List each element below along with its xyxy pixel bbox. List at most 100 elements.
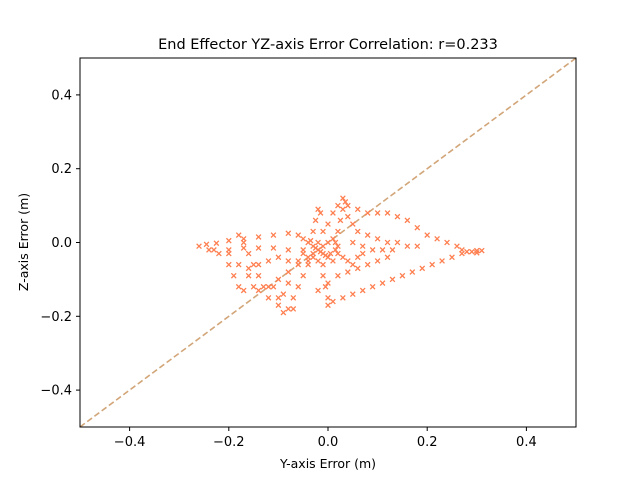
scatter-point	[340, 206, 346, 213]
scatter-point	[295, 283, 302, 290]
scatter-point	[354, 254, 361, 261]
scatter-point	[320, 272, 326, 279]
scatter-point	[265, 294, 272, 301]
scatter-point	[335, 228, 341, 235]
scatter-point	[325, 294, 331, 301]
scatter-point	[275, 254, 282, 261]
plot-area: −0.4 −0.2 0.0 0.2 0.4 −0.4 −0.2 0.0 0.2 0.4	[40, 57, 577, 450]
scatter-point	[404, 243, 411, 250]
scatter-point	[384, 254, 391, 261]
scatter-point	[250, 283, 257, 290]
scatter-point	[389, 276, 396, 283]
scatter-point	[330, 235, 336, 242]
scatter-point	[369, 247, 376, 253]
scatter-point	[374, 210, 381, 216]
scatter-point	[354, 265, 361, 272]
scatter-point	[255, 234, 262, 240]
scatter-point	[225, 250, 232, 257]
scatter-point	[325, 302, 331, 309]
scatter-point	[344, 202, 351, 209]
scatter-point	[312, 217, 319, 224]
scatter-point	[300, 272, 307, 279]
scatter-point	[317, 248, 324, 255]
scatter-point	[379, 247, 386, 253]
scatter-point	[337, 217, 344, 224]
scatter-point	[449, 254, 455, 261]
scatter-point	[344, 258, 351, 264]
scatter-point	[300, 250, 307, 257]
scatter-point	[335, 243, 341, 250]
chart-title: End Effector YZ-axis Error Correlation: …	[158, 37, 498, 53]
scatter-point	[270, 245, 277, 251]
scatter-point	[364, 210, 371, 216]
scatter-point	[349, 239, 356, 246]
scatter-point	[280, 291, 287, 298]
scatter-point	[404, 217, 411, 224]
scatter-point	[399, 272, 406, 279]
scatter-point	[332, 239, 339, 246]
scatter-point	[295, 258, 302, 264]
scatter-point	[235, 283, 242, 290]
scatter-point	[374, 258, 381, 264]
scatter-point	[325, 221, 331, 227]
scatter-point	[260, 283, 267, 290]
scatter-points	[196, 195, 485, 316]
scatter-point	[434, 235, 440, 242]
scatter-point	[245, 265, 252, 272]
scatter-point	[196, 243, 202, 250]
scatter-point	[359, 243, 366, 250]
scatter-point	[280, 309, 287, 316]
scatter-point	[335, 272, 341, 279]
scatter-point	[468, 248, 475, 255]
scatter-point	[344, 213, 351, 220]
scatter-point	[275, 276, 282, 283]
scatter-point	[330, 258, 336, 264]
scatter-point	[424, 232, 431, 238]
scatter-point	[310, 228, 316, 235]
scatter-point	[225, 237, 232, 244]
y-tick-label: 0.2	[51, 162, 72, 177]
scatter-point	[275, 302, 282, 309]
scatter-point	[315, 258, 321, 264]
scatter-point	[312, 245, 319, 251]
scatter-point	[473, 249, 480, 256]
scatter-point	[295, 232, 302, 238]
scatter-point	[379, 280, 386, 286]
scatter-point	[389, 247, 396, 253]
scatter-point	[349, 261, 356, 268]
scatter-point	[265, 258, 272, 264]
scatter-point	[235, 261, 242, 268]
scatter-point	[250, 261, 257, 268]
scatter-point	[285, 280, 292, 286]
scatter-point	[369, 283, 376, 290]
x-tick-label: 0.2	[417, 435, 438, 450]
scatter-point	[307, 237, 314, 244]
scatter-point	[255, 272, 262, 279]
scatter-point	[327, 250, 334, 257]
scatter-point	[364, 232, 371, 238]
x-tick-label: −0.4	[114, 435, 146, 450]
scatter-point	[285, 306, 292, 312]
scatter-point	[206, 247, 212, 253]
scatter-point	[340, 195, 346, 202]
scatter-point	[230, 272, 237, 279]
scatter-point	[245, 272, 252, 279]
scatter-point	[270, 232, 277, 238]
y-tick-label: 0.0	[51, 236, 72, 251]
scatter-point	[384, 210, 391, 216]
scatter-point	[414, 243, 421, 250]
scatter-point	[290, 294, 297, 301]
scatter-point	[320, 261, 326, 268]
scatter-point	[354, 228, 361, 235]
scatter-point	[275, 294, 282, 301]
scatter-point	[315, 239, 321, 246]
scatter-point	[429, 261, 436, 268]
scatter-point	[374, 235, 381, 242]
scatter-point	[439, 258, 445, 264]
scatter-point	[330, 298, 336, 305]
scatter-point	[270, 283, 277, 290]
scatter-point	[394, 213, 401, 220]
scatter-point	[300, 235, 307, 242]
scatter-point	[255, 287, 262, 294]
